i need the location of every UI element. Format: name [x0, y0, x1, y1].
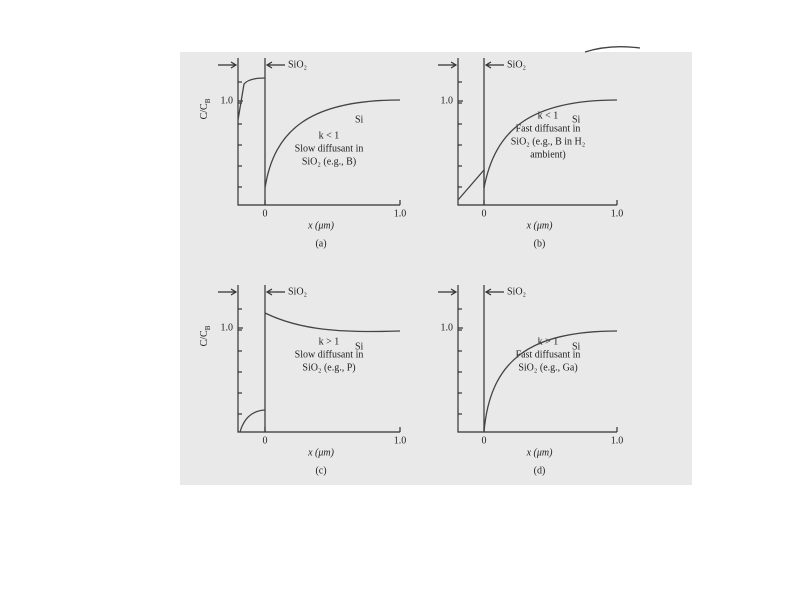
axes — [457, 58, 617, 206]
y-label-main: C/C — [199, 103, 210, 119]
note: k > 1 — [538, 336, 559, 347]
profile-curve — [483, 330, 618, 433]
note: Fast diffusant in — [516, 349, 581, 360]
arrow — [484, 288, 504, 296]
x-tick-label: 0 — [263, 435, 268, 446]
note: k < 1 — [538, 110, 559, 121]
arrow — [438, 61, 458, 69]
y-tick-label: 1.0 — [441, 322, 454, 333]
note: SiO₂ (e.g., Ga) — [518, 362, 577, 373]
y-label-main: C/C — [199, 330, 210, 346]
region-label: Si — [355, 114, 364, 125]
x-tick-label: 1.0 — [394, 208, 407, 219]
note: SiO₂ (e.g., P) — [302, 362, 355, 373]
interface-label: SiO₂ — [288, 59, 307, 70]
panel-label: (c) — [315, 465, 326, 476]
note: Slow diffusant in — [295, 349, 364, 360]
x-tick-label: 0 — [263, 208, 268, 219]
scan-background — [180, 52, 692, 485]
arrow — [484, 61, 504, 69]
region-label: Si — [572, 114, 581, 125]
arrow — [265, 61, 285, 69]
region-label: Si — [355, 341, 364, 352]
axes — [457, 285, 617, 433]
x-label: x (μm) — [526, 220, 554, 231]
x-tick-label: 0 — [482, 208, 487, 219]
panel-label: (b) — [534, 238, 546, 249]
panel-label: (d) — [534, 465, 546, 476]
x-label: x (μm) — [307, 447, 335, 458]
axes — [237, 285, 400, 433]
y-tick-label: 1.0 — [221, 322, 234, 333]
panel-label: (a) — [315, 238, 326, 249]
arrow — [438, 288, 458, 296]
x-tick-label: 1.0 — [611, 435, 624, 446]
note: Slow diffusant in — [295, 143, 364, 154]
interface-label: SiO₂ — [507, 286, 526, 297]
arrow — [218, 61, 238, 69]
profile-curve — [237, 77, 266, 121]
y-label: C/CB — [199, 98, 211, 119]
note: ambient) — [530, 149, 566, 160]
y-tick-label: 1.0 — [221, 95, 234, 106]
y-label-sub: B — [204, 98, 212, 103]
note: SiO₂ (e.g., B in H₂ — [511, 136, 585, 147]
scribble — [584, 46, 641, 53]
region-label: Si — [572, 341, 581, 352]
note: SiO₂ (e.g., B) — [302, 156, 356, 167]
note: k > 1 — [319, 336, 340, 347]
x-tick-label: 1.0 — [611, 208, 624, 219]
profile-curve — [264, 99, 401, 189]
y-label: C/CB — [199, 325, 211, 346]
x-label: x (μm) — [307, 220, 335, 231]
note: Fast diffusant in — [516, 123, 581, 134]
x-label: x (μm) — [526, 447, 554, 458]
profile-curve — [264, 312, 401, 333]
interface-label: SiO₂ — [288, 286, 307, 297]
profile-curve — [239, 409, 266, 433]
arrow — [218, 288, 238, 296]
x-tick-label: 1.0 — [394, 435, 407, 446]
y-label-sub: B — [204, 325, 212, 330]
x-tick-label: 0 — [482, 435, 487, 446]
axes — [237, 58, 400, 206]
y-tick-label: 1.0 — [441, 95, 454, 106]
note: k < 1 — [319, 130, 340, 141]
profile-curve — [457, 168, 485, 201]
arrow — [265, 288, 285, 296]
profile-curve — [483, 99, 618, 189]
interface-label: SiO₂ — [507, 59, 526, 70]
